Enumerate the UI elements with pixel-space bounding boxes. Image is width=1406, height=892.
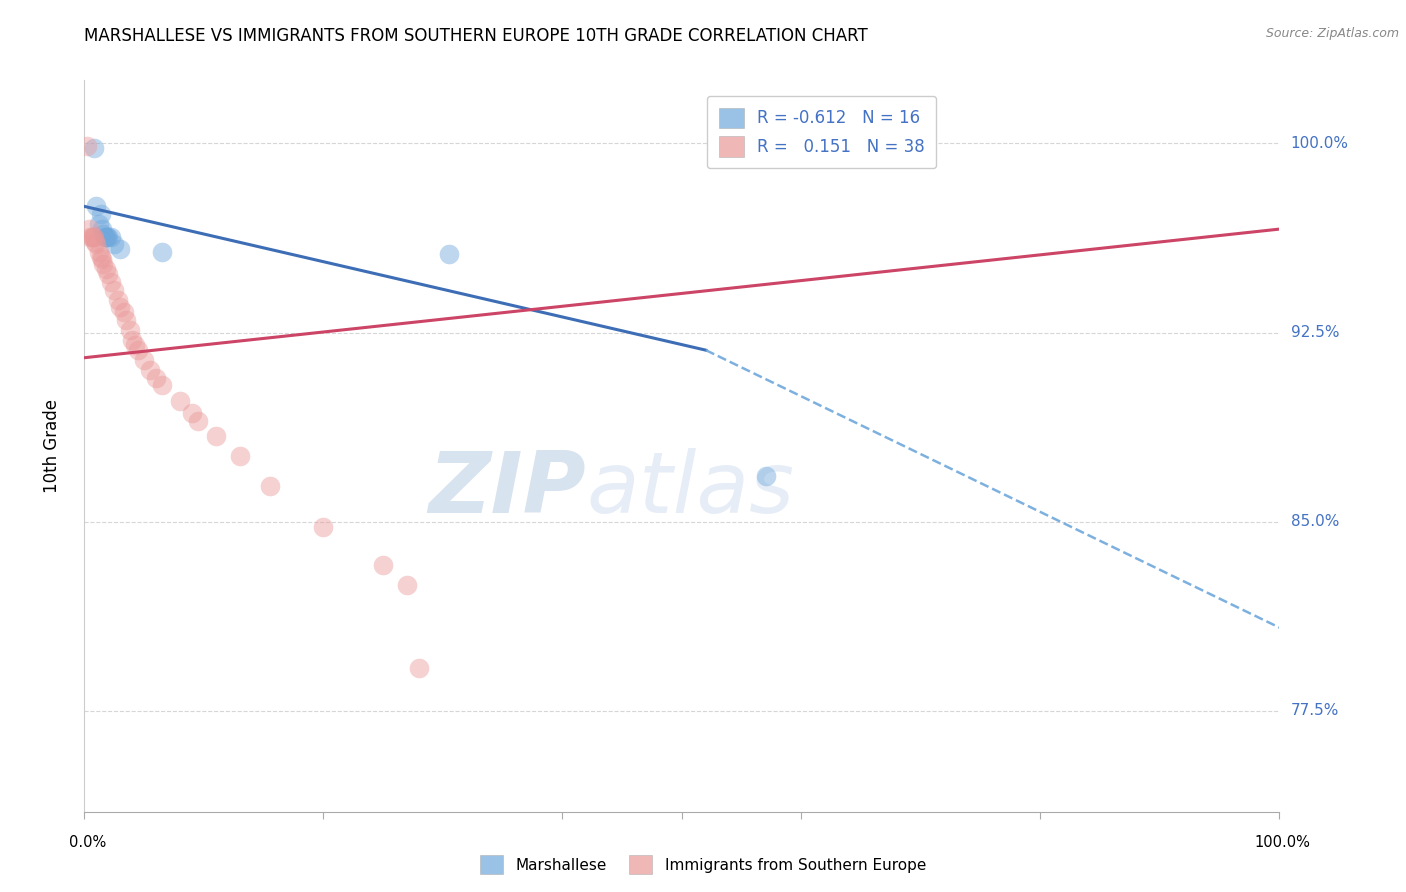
Point (150, 378, 173, 392)
Point (100, 275, 122, 289)
Point (169, 393, 191, 408)
Point (91, 222, 114, 236)
Point (110, 242, 132, 256)
Point (100, 229, 122, 244)
Point (93, 257, 115, 271)
Point (115, 313, 138, 327)
Point (110, 300, 132, 314)
Y-axis label: 10th Grade: 10th Grade (42, 399, 60, 493)
Text: 100.0%: 100.0% (1254, 836, 1310, 850)
Point (97, 268, 120, 282)
Text: 85.0%: 85.0% (1291, 514, 1339, 529)
Point (396, 578, 419, 592)
Point (259, 479, 281, 493)
Point (228, 449, 252, 463)
Text: 100.0%: 100.0% (1291, 136, 1348, 151)
Point (90, 250, 112, 264)
Text: atlas: atlas (586, 449, 794, 532)
Point (145, 371, 167, 385)
Point (103, 283, 125, 297)
Point (84, 199, 107, 213)
Point (371, 558, 394, 572)
Point (150, 244, 173, 259)
Point (118, 323, 141, 337)
Point (132, 353, 156, 368)
Point (754, 469, 776, 483)
Point (94, 262, 117, 277)
Text: 92.5%: 92.5% (1291, 325, 1339, 340)
Point (90, 207, 112, 221)
Point (112, 305, 135, 319)
Point (83, 141, 105, 155)
Point (127, 343, 149, 358)
Point (87, 217, 110, 231)
Point (80, 229, 103, 244)
Point (205, 429, 228, 443)
Point (84, 235, 107, 249)
Point (77, 222, 100, 236)
Point (180, 406, 202, 420)
Point (107, 293, 129, 307)
Point (93, 227, 115, 241)
Point (96, 229, 118, 244)
Point (437, 247, 460, 261)
Point (91, 252, 114, 267)
Point (103, 237, 125, 252)
Text: Source: ZipAtlas.com: Source: ZipAtlas.com (1265, 27, 1399, 40)
Point (94, 229, 117, 244)
Legend: R = -0.612   N = 16, R =   0.151   N = 38: R = -0.612 N = 16, R = 0.151 N = 38 (707, 96, 936, 169)
Point (97, 229, 120, 244)
Point (84, 237, 107, 252)
Point (83, 229, 105, 244)
Point (121, 333, 143, 347)
Text: MARSHALLESE VS IMMIGRANTS FROM SOUTHERN EUROPE 10TH GRADE CORRELATION CHART: MARSHALLESE VS IMMIGRANTS FROM SOUTHERN … (84, 27, 868, 45)
Point (312, 519, 335, 533)
Text: ZIP: ZIP (429, 449, 586, 532)
Point (408, 661, 430, 675)
Point (79, 229, 101, 244)
Point (93, 229, 115, 244)
Text: 77.5%: 77.5% (1291, 703, 1339, 718)
Legend: Marshallese, Immigrants from Southern Europe: Marshallese, Immigrants from Southern Eu… (474, 849, 932, 880)
Text: 0.0%: 0.0% (69, 836, 105, 850)
Point (76, 139, 98, 153)
Point (139, 363, 162, 377)
Point (82, 229, 104, 244)
Point (187, 414, 209, 428)
Point (124, 338, 146, 352)
Point (87, 244, 110, 259)
